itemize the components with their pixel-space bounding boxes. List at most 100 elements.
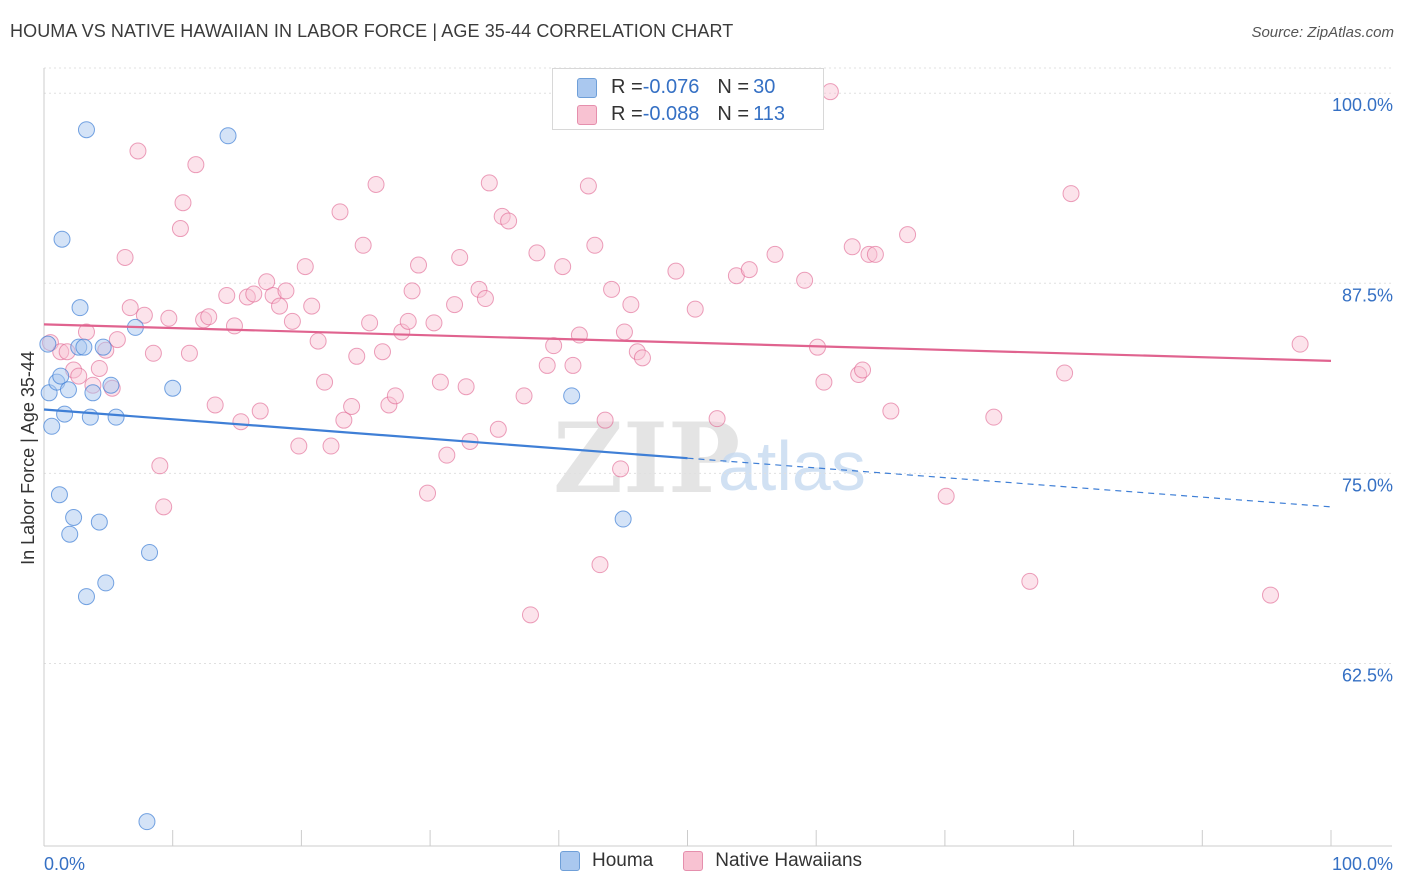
native-hawaiians-point bbox=[225, 317, 243, 335]
houma-point bbox=[43, 417, 61, 435]
native-hawaiians-point bbox=[708, 410, 726, 428]
native-hawaiians-point bbox=[480, 174, 498, 192]
native-hawaiians-point bbox=[515, 387, 533, 405]
native-hawaiians-point bbox=[591, 556, 609, 574]
native-hawaiians-point bbox=[277, 282, 295, 300]
native-hawaiians-swatch bbox=[577, 104, 597, 125]
native-hawaiians-point bbox=[52, 343, 70, 361]
native-hawaiians-point bbox=[296, 258, 314, 276]
x-tick-label-min: 0.0% bbox=[44, 854, 85, 874]
native-hawaiians-point bbox=[985, 408, 1003, 426]
native-hawaiians-point bbox=[187, 156, 205, 174]
native-hawaiians-point bbox=[438, 446, 456, 464]
native-hawaiians-point bbox=[108, 331, 126, 349]
native-hawaiians-point bbox=[373, 343, 391, 361]
native-hawaiians-point bbox=[446, 296, 464, 314]
y-tick-label: 62.5% bbox=[1342, 666, 1393, 686]
houma-point bbox=[563, 387, 581, 405]
native-hawaiians-point bbox=[766, 245, 784, 263]
native-hawaiians-point bbox=[354, 236, 372, 254]
native-hawaiians-point bbox=[451, 248, 469, 266]
native-hawaiians-point bbox=[160, 309, 178, 327]
native-hawaiians-point bbox=[528, 244, 546, 262]
legend-item-houma[interactable]: Houma bbox=[560, 850, 653, 872]
native-hawaiians-point bbox=[251, 402, 269, 420]
houma-point bbox=[97, 574, 115, 592]
native-hawaiians-point bbox=[612, 460, 630, 478]
native-hawaiians-point bbox=[343, 397, 361, 415]
houma-point bbox=[90, 513, 108, 531]
chart-title: HOUMA VS NATIVE HAWAIIAN IN LABOR FORCE … bbox=[10, 21, 734, 41]
native-hawaiians-point bbox=[393, 323, 411, 341]
houma-point bbox=[56, 405, 74, 423]
native-hawaiians-point bbox=[399, 312, 417, 330]
native-hawaiians-point bbox=[579, 177, 597, 195]
native-hawaiians-point bbox=[410, 256, 428, 274]
native-hawaiians-point bbox=[586, 236, 604, 254]
native-hawaiians-point bbox=[121, 299, 139, 317]
y-tick-label: 87.5% bbox=[1342, 285, 1393, 305]
native-hawaiians-point bbox=[457, 378, 475, 396]
native-hawaiians-point bbox=[283, 312, 301, 330]
native-hawaiians-point bbox=[470, 280, 488, 298]
native-hawaiians-point bbox=[90, 359, 108, 377]
native-hawaiians-point bbox=[309, 332, 327, 350]
houma-point bbox=[65, 509, 83, 527]
legend-label-native-hawaiians: Native Hawaiians bbox=[715, 850, 863, 871]
native-hawaiians-point bbox=[1291, 335, 1309, 353]
native-hawaiians-point bbox=[367, 175, 385, 193]
legend-item-native-hawaiians[interactable]: Native Hawaiians bbox=[683, 850, 862, 872]
n-value: 113 bbox=[753, 103, 785, 125]
native-hawaiians-point bbox=[171, 220, 189, 238]
houma-swatch bbox=[577, 77, 597, 98]
native-hawaiians-point bbox=[419, 484, 437, 502]
native-hawaiians-point bbox=[843, 238, 861, 256]
native-hawaiians-point bbox=[303, 297, 321, 315]
native-hawaiians-point bbox=[866, 245, 884, 263]
native-hawaiians-point bbox=[937, 487, 955, 505]
native-hawaiians-point bbox=[667, 262, 685, 280]
native-hawaiians-point bbox=[489, 420, 507, 438]
native-hawaiians-point bbox=[854, 361, 872, 379]
native-hawaiians-point bbox=[322, 437, 340, 455]
native-hawaiians-point bbox=[476, 290, 494, 308]
native-hawaiians-point bbox=[615, 323, 633, 341]
houma-point bbox=[71, 299, 89, 317]
native-hawaiians-point bbox=[622, 296, 640, 314]
native-hawaiians-point bbox=[218, 286, 236, 304]
houma-point bbox=[164, 379, 182, 397]
native-hawaiians-point bbox=[796, 271, 814, 289]
r-label: R = bbox=[611, 103, 643, 125]
native-hawaiians-point bbox=[538, 356, 556, 374]
y-axis-title: In Labor Force | Age 35-44 bbox=[18, 351, 38, 565]
native-hawaiians-point bbox=[155, 498, 173, 516]
stats-row-native-hawaiians: R = -0.088 N = 113 bbox=[577, 103, 785, 126]
native-hawaiians-point bbox=[380, 396, 398, 414]
houma-point bbox=[141, 543, 159, 561]
x-tick-label-max: 100.0% bbox=[1332, 854, 1393, 874]
native-hawaiians-point bbox=[335, 411, 353, 429]
native-hawaiians-point bbox=[521, 606, 539, 624]
native-hawaiians-point bbox=[271, 297, 289, 315]
native-hawaiians-point bbox=[500, 212, 518, 230]
native-hawaiians-point bbox=[686, 300, 704, 318]
native-hawaiians-point bbox=[545, 337, 563, 355]
houma-point bbox=[614, 510, 632, 528]
native-hawaiians-point bbox=[361, 314, 379, 332]
houma-point bbox=[39, 335, 57, 353]
native-hawaiians-point bbox=[135, 306, 153, 324]
native-hawaiians-point bbox=[431, 373, 449, 391]
native-hawaiians-point bbox=[70, 367, 88, 385]
houma-point bbox=[77, 121, 95, 139]
native-hawaiians-point bbox=[116, 248, 134, 266]
n-label: N = bbox=[717, 103, 750, 125]
native-hawaiians-point bbox=[425, 314, 443, 332]
native-hawaiians-point bbox=[740, 261, 758, 279]
native-hawaiians-point bbox=[1262, 586, 1280, 604]
n-label: N = bbox=[717, 76, 750, 98]
native-hawaiians-point bbox=[258, 273, 276, 291]
native-hawaiians-swatch bbox=[683, 851, 704, 871]
houma-point bbox=[102, 376, 120, 394]
native-hawaiians-point bbox=[1056, 364, 1074, 382]
r-value: -0.088 bbox=[642, 103, 700, 125]
